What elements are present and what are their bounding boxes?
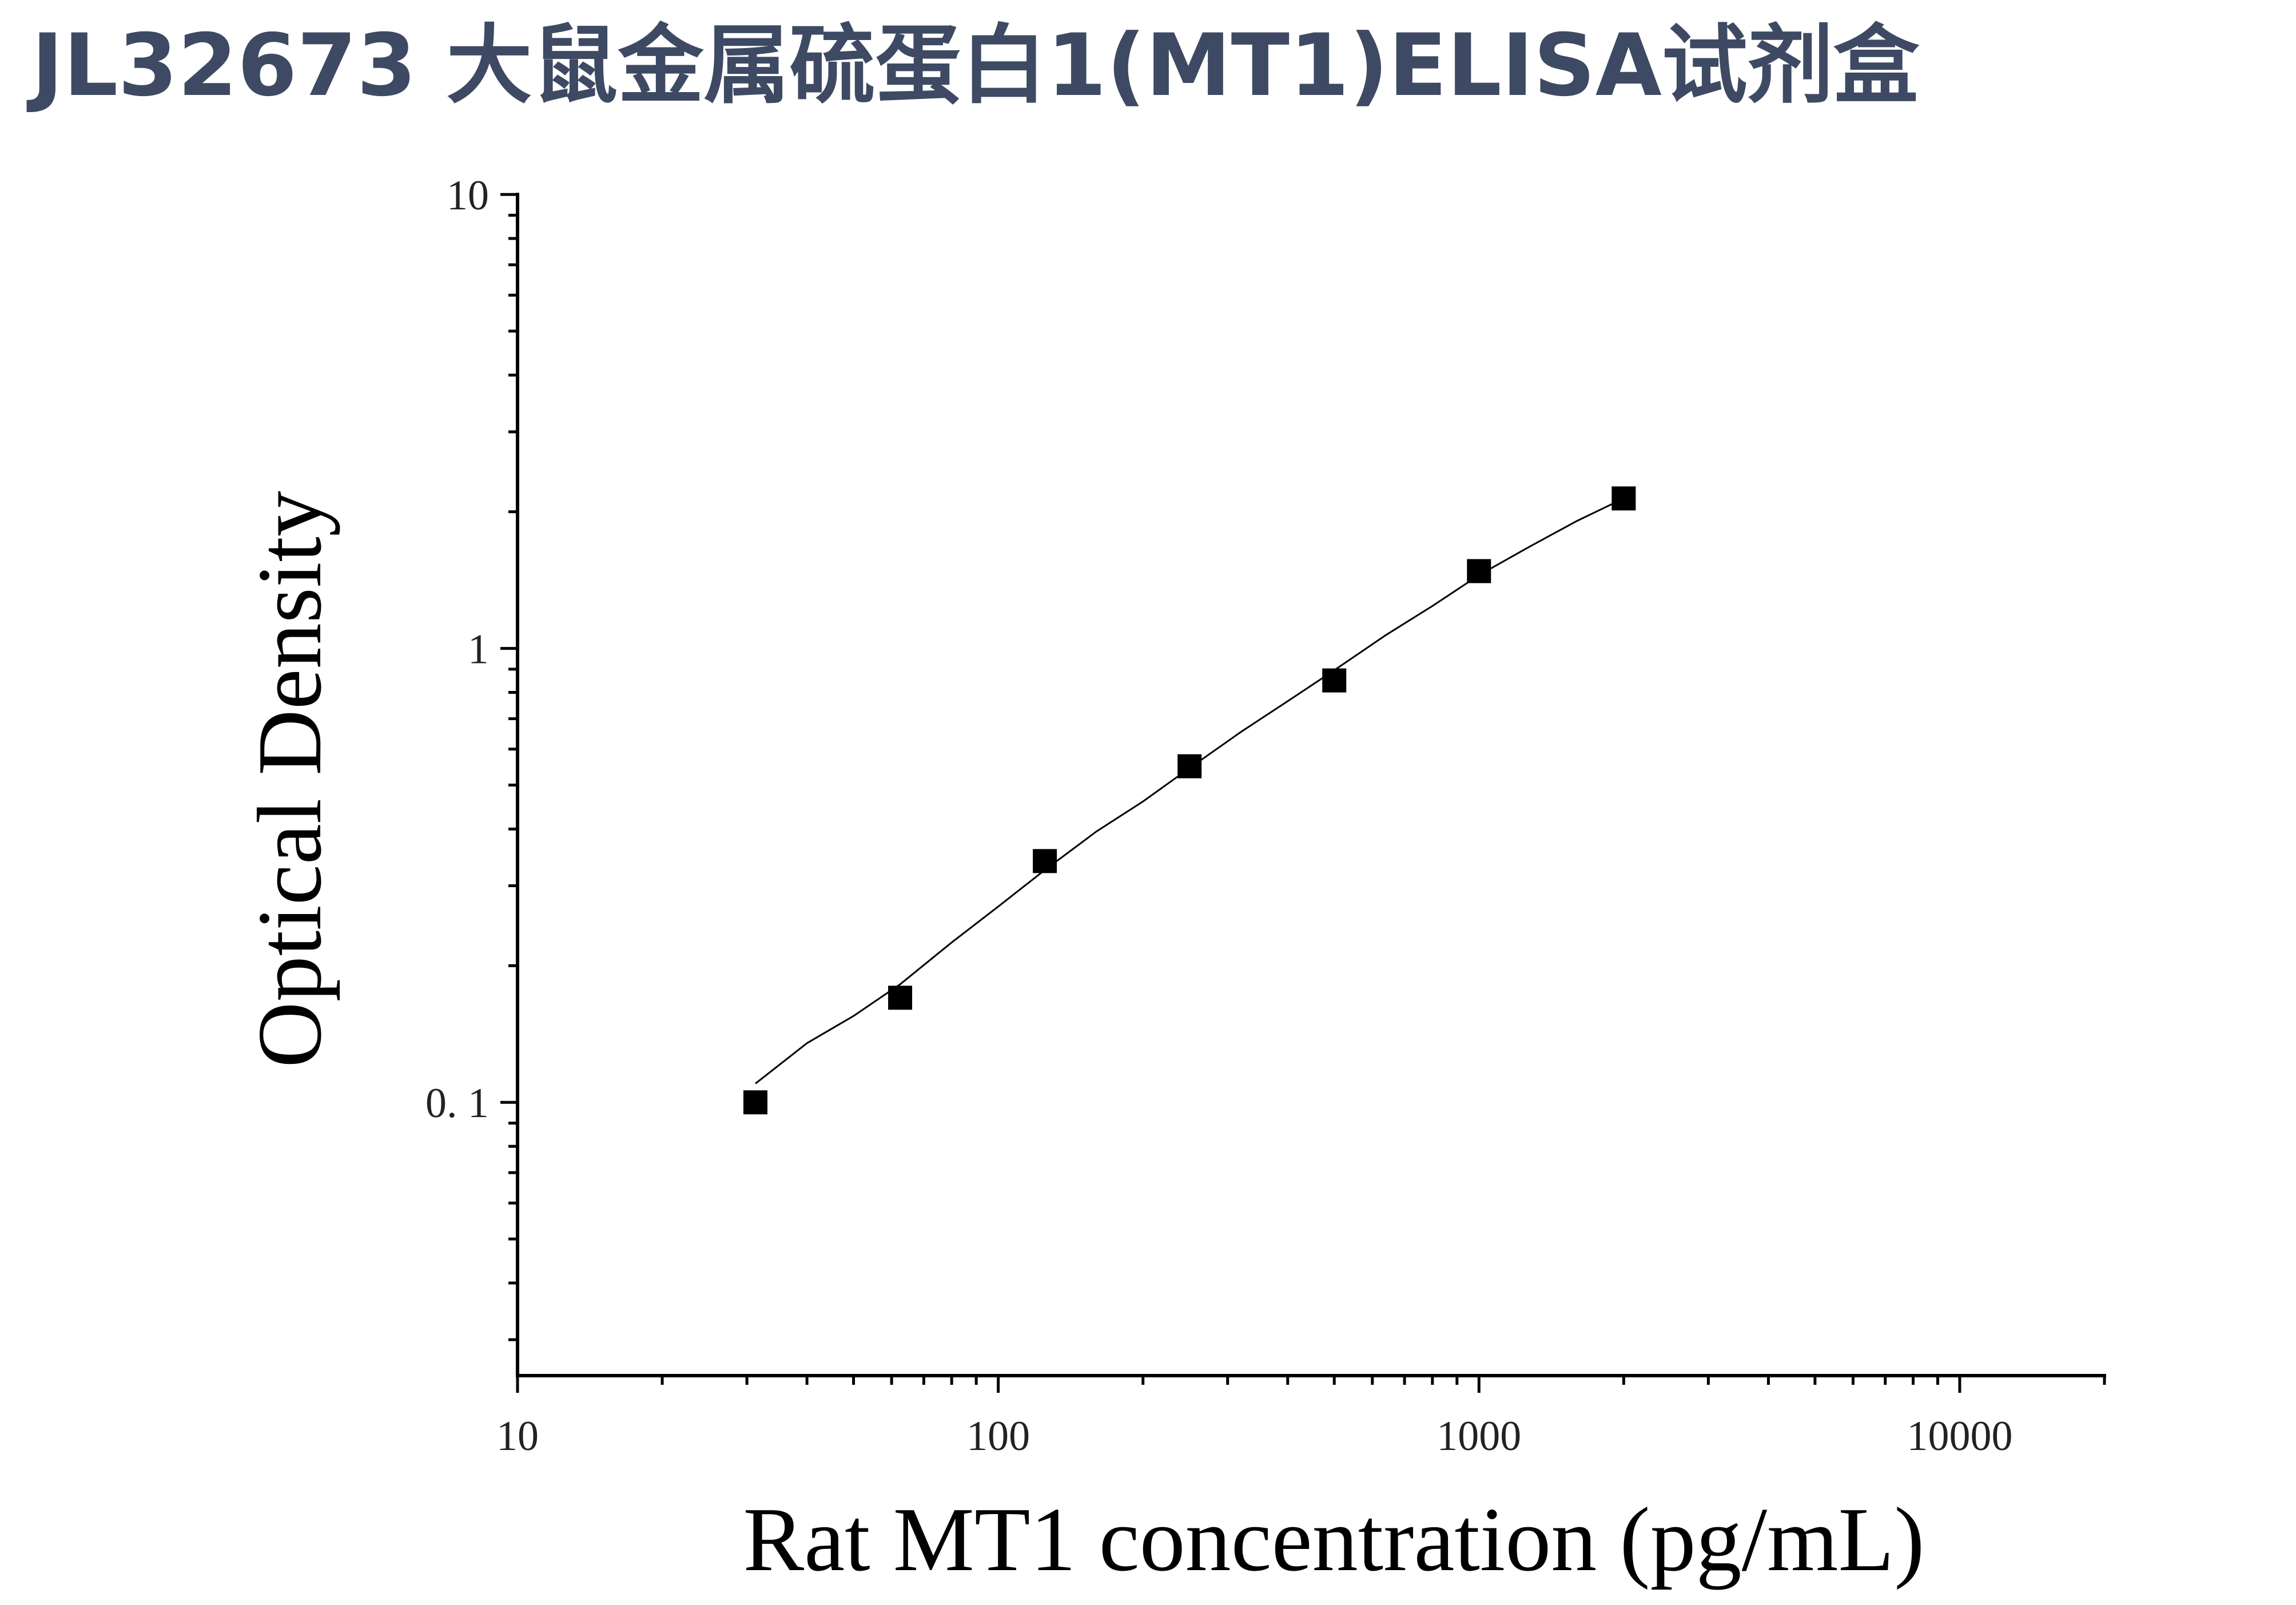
data-point	[1611, 486, 1636, 511]
data-point	[1467, 559, 1491, 583]
y-axis-title: Optical Density	[238, 491, 340, 1068]
y-tick-label: 0. 1	[425, 1080, 489, 1127]
y-tick-label: 1	[468, 626, 489, 673]
chart-ticks: 10 100 1000 10000 0. 1 1 10	[425, 172, 2106, 1460]
x-axis-title: Rat MT1 concentration (pg/mL)	[743, 1488, 1924, 1590]
x-tick-label: 10	[496, 1413, 539, 1460]
chart-axes	[516, 193, 2106, 1377]
fit-curve-line	[755, 498, 1625, 1084]
data-point	[888, 986, 913, 1010]
data-point	[743, 1090, 767, 1115]
x-tick-label: 1000	[1437, 1413, 1521, 1460]
page-title: JL32673 大鼠金属硫蛋白1(MT1)ELISA试剂盒	[31, 16, 1919, 116]
data-point	[1177, 754, 1202, 778]
data-point	[1322, 668, 1347, 693]
data-points	[743, 486, 1636, 1115]
x-tick-label: 10000	[1907, 1413, 2012, 1460]
y-tick-label: 10	[447, 172, 489, 219]
data-point	[1033, 849, 1057, 873]
x-tick-label: 100	[966, 1413, 1030, 1460]
